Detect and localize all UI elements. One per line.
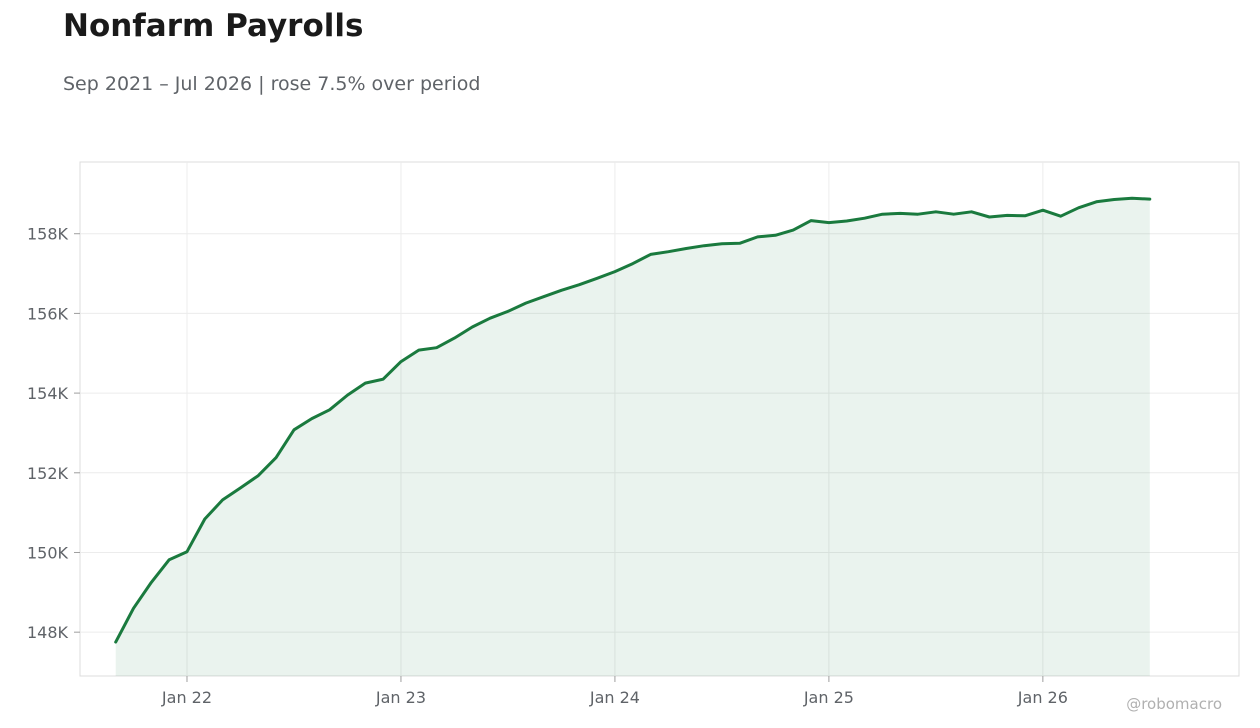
chart-subtitle: Sep 2021 – Jul 2026 | rose 7.5% over per… <box>63 73 481 95</box>
y-tick-label: 158K <box>27 225 69 244</box>
y-tick-label: 152K <box>27 464 69 483</box>
area-layer <box>114 196 1152 677</box>
x-tick-label: Jan 23 <box>375 688 426 707</box>
series-line <box>114 196 1152 644</box>
series-area-fill <box>115 198 1150 677</box>
x-axis-ticks: Jan 22 Jan 23 Jan 24 Jan 25 Jan 26 <box>161 676 1068 707</box>
y-tick-label: 148K <box>27 623 69 642</box>
plot-frame <box>79 161 1240 677</box>
x-tick-label: Jan 24 <box>589 688 640 707</box>
watermark-credit: @robomacro <box>1126 695 1222 713</box>
y-tick-label: 150K <box>27 543 69 562</box>
y-tick-label: 156K <box>27 304 69 323</box>
x-tick-label: Jan 22 <box>161 688 212 707</box>
x-tick-label: Jan 26 <box>1017 688 1068 707</box>
chart-title: Nonfarm Payrolls <box>63 8 364 44</box>
y-axis-ticks: 148K 150K 152K 154K 156K 158K <box>27 225 80 642</box>
y-tick-label: 154K <box>27 384 69 403</box>
x-tick-label: Jan 25 <box>803 688 854 707</box>
grid-lines <box>80 162 1239 676</box>
